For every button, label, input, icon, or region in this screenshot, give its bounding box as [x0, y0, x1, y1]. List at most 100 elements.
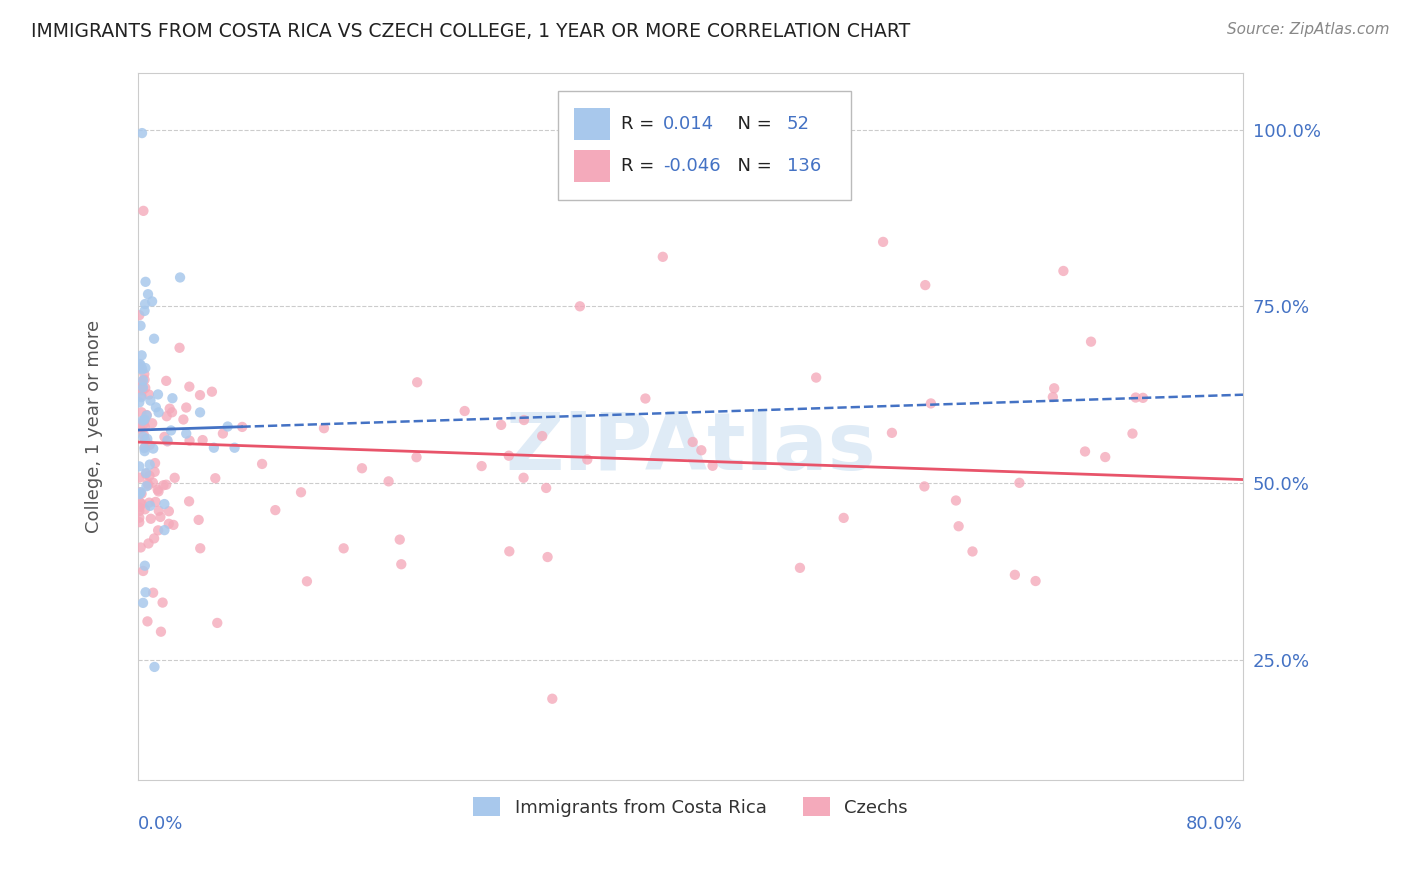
Point [350, 461, 373, 475]
Point [453, 404, 475, 418]
Point [1043, 381, 1066, 395]
Text: ZIPAtlas: ZIPAtlas [505, 409, 876, 487]
Point [134, 381, 156, 395]
Point [187, 513, 209, 527]
Point [174, 426, 197, 441]
Point [1125, 391, 1147, 405]
Point [177, 494, 200, 508]
Point [139, 512, 162, 526]
Point [136, 478, 159, 492]
Point [531, 429, 554, 443]
Text: N =: N = [725, 115, 778, 133]
Point [162, 517, 184, 532]
Point [804, 370, 827, 384]
Point [134, 304, 156, 318]
Point [131, 348, 153, 362]
Point [1132, 391, 1154, 405]
Point [146, 524, 169, 538]
Point [131, 383, 153, 397]
Point [132, 428, 155, 442]
Point [129, 485, 152, 500]
Point [128, 487, 150, 501]
Point [134, 419, 156, 434]
Point [145, 401, 167, 415]
Point [156, 434, 179, 449]
Point [157, 516, 180, 531]
Point [128, 417, 150, 431]
Point [155, 477, 177, 491]
Point [129, 541, 152, 555]
Point [489, 417, 512, 432]
Point [131, 414, 153, 428]
Point [136, 615, 159, 629]
Point [139, 393, 162, 408]
Point [128, 510, 150, 524]
Point [128, 495, 150, 509]
Point [513, 413, 536, 427]
Point [143, 332, 166, 346]
Point [290, 485, 312, 500]
Point [131, 487, 153, 501]
Point [131, 126, 153, 140]
Point [1052, 264, 1074, 278]
Point [142, 442, 165, 456]
Point [134, 440, 156, 454]
Point [139, 438, 162, 452]
Point [132, 380, 155, 394]
Point [136, 432, 159, 446]
Point [129, 318, 152, 333]
Point [201, 384, 224, 399]
Point [143, 532, 166, 546]
Text: 136: 136 [786, 157, 821, 176]
Point [135, 409, 157, 423]
Point [389, 558, 412, 572]
Point [332, 541, 354, 556]
Point [406, 376, 429, 390]
Point [131, 381, 153, 395]
Point [536, 549, 558, 564]
Point [132, 417, 155, 431]
Point [1080, 334, 1102, 349]
Point [128, 500, 150, 515]
Point [131, 362, 153, 376]
Point [138, 387, 160, 401]
Point [1008, 475, 1031, 490]
Point [135, 585, 157, 599]
Text: N =: N = [725, 157, 778, 176]
Point [1074, 444, 1097, 458]
Point [132, 596, 155, 610]
Point [212, 426, 235, 441]
FancyBboxPatch shape [575, 151, 610, 182]
Point [156, 434, 179, 448]
Point [138, 458, 160, 472]
Point [789, 561, 811, 575]
Point [948, 519, 970, 533]
Text: -0.046: -0.046 [662, 157, 720, 176]
Point [945, 493, 967, 508]
Point [912, 479, 935, 493]
Point [207, 615, 229, 630]
Point [231, 420, 253, 434]
Point [388, 533, 411, 547]
Point [136, 287, 159, 301]
Point [131, 375, 153, 389]
Point [204, 471, 226, 485]
Point [146, 387, 169, 401]
Point [169, 270, 191, 285]
Point [134, 444, 156, 458]
Point [880, 425, 903, 440]
Point [143, 465, 166, 479]
Point [541, 691, 564, 706]
Point [132, 430, 155, 444]
Point [1042, 390, 1064, 404]
Point [128, 470, 150, 484]
FancyBboxPatch shape [558, 91, 851, 201]
Point [135, 275, 157, 289]
Point [138, 468, 160, 483]
Point [131, 389, 153, 403]
Point [377, 475, 399, 489]
Point [132, 564, 155, 578]
Point [129, 358, 152, 372]
Point [163, 471, 186, 485]
Point [134, 361, 156, 376]
